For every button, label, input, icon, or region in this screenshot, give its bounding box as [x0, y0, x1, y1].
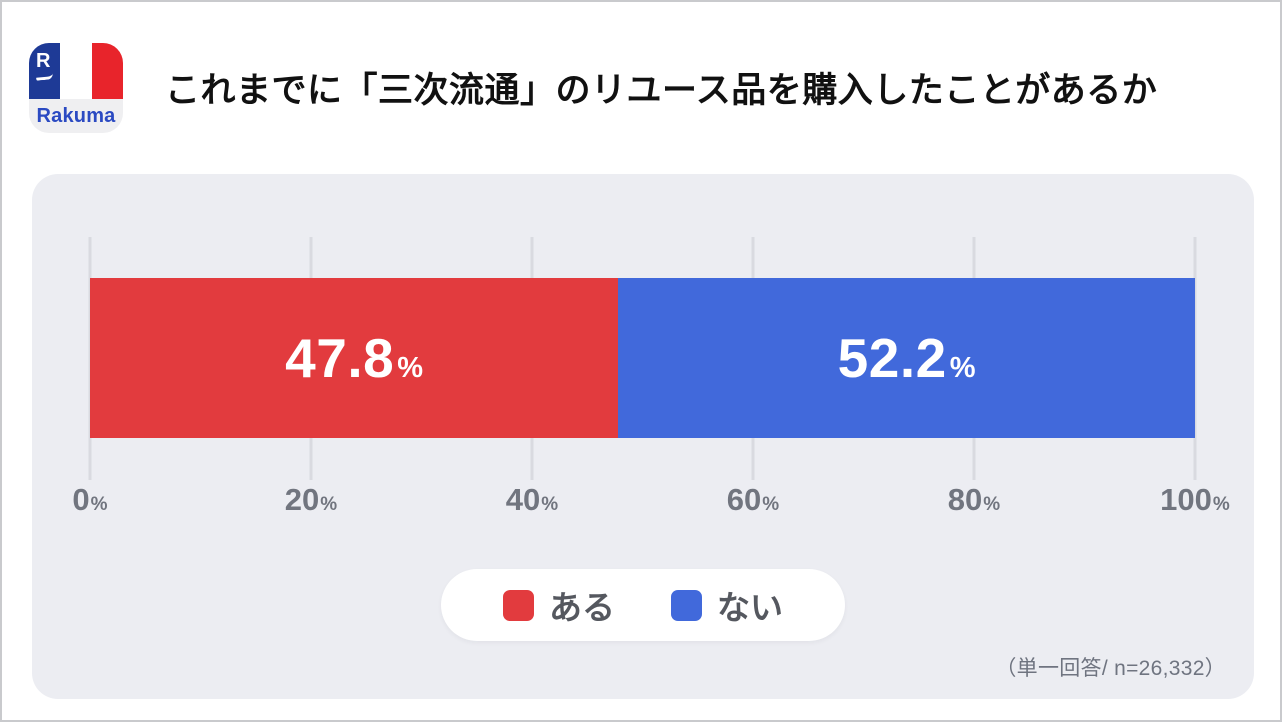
- legend-swatch-icon: [503, 589, 534, 621]
- legend-item-ない: ない: [671, 581, 783, 629]
- plot-area: 47.8% 52.2% 0% 20% 40% 60% 80% 100%: [72, 174, 1230, 699]
- rakuma-logo: R Rakuma: [29, 43, 123, 133]
- logo-brand-text: Rakuma: [36, 104, 116, 127]
- flag-stripe-blue: R: [29, 43, 61, 99]
- stacked-bar: 47.8% 52.2%: [90, 278, 1195, 438]
- legend-label: ある: [549, 589, 615, 626]
- bar-value-label: 47.8%: [285, 327, 424, 389]
- logo-swoosh-icon: [35, 73, 54, 81]
- x-tick-label-60: 60%: [726, 482, 780, 517]
- x-tick-label-20: 20%: [284, 482, 338, 517]
- page-title: これまでに「三次流通」のリユース品を購入したことがあるか: [165, 70, 1158, 110]
- flag-stripe-white: [60, 43, 92, 99]
- legend: ある ない: [441, 569, 845, 641]
- legend-label: ない: [717, 589, 783, 626]
- legend-item-ある: ある: [503, 581, 615, 629]
- logo-wordmark: Rakuma: [29, 99, 123, 133]
- x-tick-label-100: 100%: [1160, 482, 1230, 517]
- x-tick-label-0: 0%: [72, 482, 108, 517]
- x-tick-label-40: 40%: [505, 482, 559, 517]
- sample-note: （単一回答/ n=26,332）: [995, 657, 1226, 680]
- rakuma-flag-icon: R: [29, 43, 123, 99]
- logo-letter: R: [36, 50, 51, 72]
- x-tick-label-80: 80%: [947, 482, 1001, 517]
- gridline-100: [1193, 237, 1197, 480]
- bar-segment-ない: 52.2%: [618, 278, 1195, 438]
- bar-segment-ある: 47.8%: [90, 278, 619, 438]
- legend-swatch-icon: [671, 589, 702, 621]
- flag-stripe-red: [91, 43, 123, 99]
- chart-panel: 47.8% 52.2% 0% 20% 40% 60% 80% 100% ある ない （単一回答…: [32, 174, 1254, 699]
- bar-value-label: 52.2%: [837, 327, 976, 389]
